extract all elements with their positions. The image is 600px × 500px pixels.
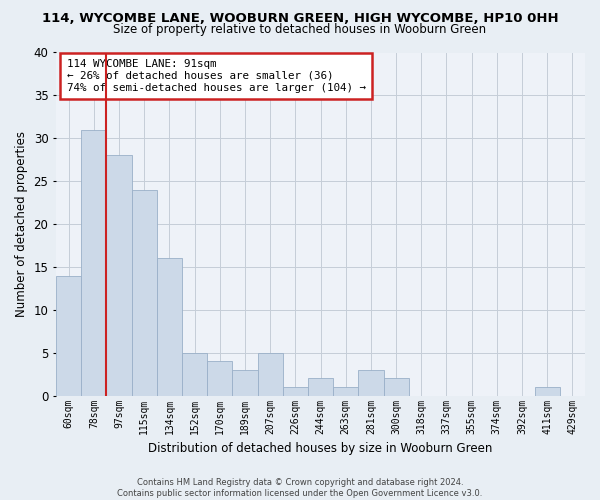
- Bar: [182, 352, 207, 396]
- Text: 114, WYCOMBE LANE, WOOBURN GREEN, HIGH WYCOMBE, HP10 0HH: 114, WYCOMBE LANE, WOOBURN GREEN, HIGH W…: [41, 12, 559, 24]
- Text: Size of property relative to detached houses in Wooburn Green: Size of property relative to detached ho…: [113, 22, 487, 36]
- Bar: [131, 190, 157, 396]
- Bar: [333, 387, 358, 396]
- Bar: [283, 387, 308, 396]
- Bar: [383, 378, 409, 396]
- Bar: [257, 352, 283, 396]
- Text: 114 WYCOMBE LANE: 91sqm
← 26% of detached houses are smaller (36)
74% of semi-de: 114 WYCOMBE LANE: 91sqm ← 26% of detache…: [67, 60, 365, 92]
- Bar: [308, 378, 333, 396]
- Bar: [157, 258, 182, 396]
- Bar: [207, 362, 232, 396]
- Y-axis label: Number of detached properties: Number of detached properties: [15, 131, 28, 317]
- Bar: [106, 156, 131, 396]
- Bar: [56, 276, 81, 396]
- Bar: [81, 130, 106, 396]
- Bar: [232, 370, 257, 396]
- Bar: [535, 387, 560, 396]
- Text: Contains HM Land Registry data © Crown copyright and database right 2024.
Contai: Contains HM Land Registry data © Crown c…: [118, 478, 482, 498]
- Bar: [358, 370, 383, 396]
- X-axis label: Distribution of detached houses by size in Wooburn Green: Distribution of detached houses by size …: [148, 442, 493, 455]
